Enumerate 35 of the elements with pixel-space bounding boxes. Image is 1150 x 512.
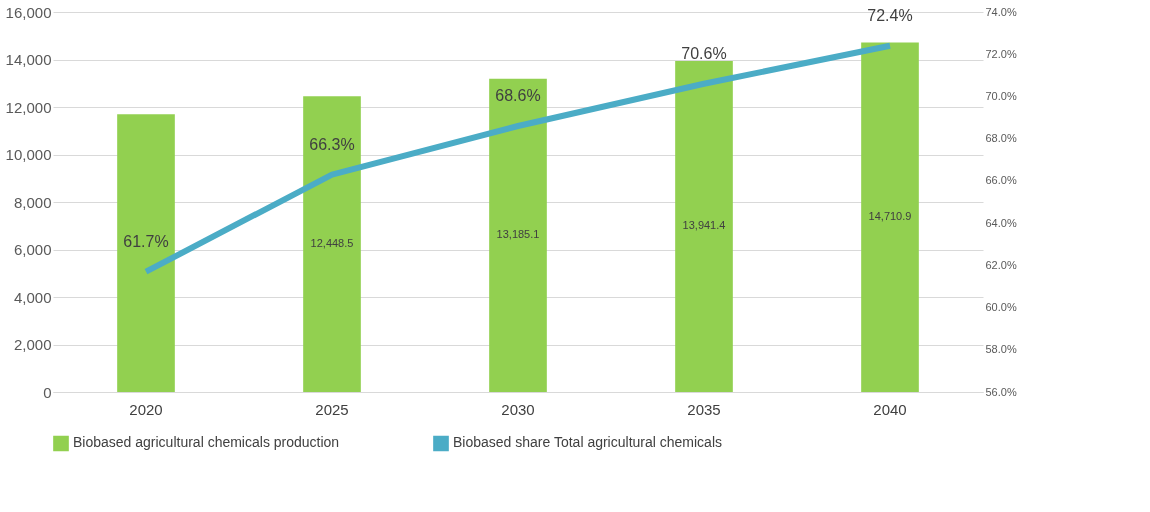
data-label: 13,941.4 bbox=[682, 219, 726, 232]
y2-tick-label: 58.0% bbox=[985, 343, 1017, 356]
data-label: 14,710.9 bbox=[868, 210, 912, 223]
x-tick-label: 2020 bbox=[129, 400, 163, 418]
y-tick-label: 14,000 bbox=[5, 51, 52, 68]
x-tick-label: 2030 bbox=[501, 400, 535, 418]
x-tick-label: 2035 bbox=[687, 400, 721, 418]
data-label: 61.7% bbox=[123, 232, 169, 250]
y-tick-label: 12,000 bbox=[5, 98, 52, 116]
y2-tick-label: 68.0% bbox=[985, 132, 1017, 145]
data-label: 68.6% bbox=[495, 87, 541, 104]
y2-tick-label: 66.0% bbox=[985, 174, 1017, 187]
y-tick-label: 10,000 bbox=[5, 146, 52, 163]
y-tick-label: 6,000 bbox=[13, 241, 52, 258]
y2-tick-label: 70.0% bbox=[985, 89, 1017, 102]
x-tick-label: 2025 bbox=[315, 400, 349, 418]
data-label: 70.6% bbox=[681, 44, 727, 62]
y-tick-label: 2,000 bbox=[13, 336, 52, 353]
data-label: 66.3% bbox=[309, 135, 355, 153]
x-tick-label: 2040 bbox=[873, 400, 907, 418]
y-tick-label: 16,000 bbox=[5, 3, 52, 21]
y2-tick-label: 64.0% bbox=[985, 216, 1017, 229]
y-tick-label: 4,000 bbox=[13, 288, 52, 306]
data-label: 12,448.5 bbox=[310, 237, 354, 250]
data-label: 72.4% bbox=[867, 6, 913, 24]
y-tick-label: 0 bbox=[43, 383, 52, 401]
y2-tick-label: 62.0% bbox=[985, 258, 1017, 271]
y2-tick-label: 74.0% bbox=[985, 5, 1017, 18]
legend-label: Biobased share Total agricultural chemicals bbox=[453, 434, 722, 451]
y2-tick-label: 72.0% bbox=[985, 47, 1017, 60]
y2-tick-label: 56.0% bbox=[985, 385, 1017, 398]
y-tick-label: 8,000 bbox=[13, 193, 52, 211]
data-label: 13,185.1 bbox=[496, 228, 540, 241]
y2-tick-label: 60.0% bbox=[985, 301, 1017, 314]
legend-label: Biobased agricultural chemicals production bbox=[73, 434, 340, 451]
